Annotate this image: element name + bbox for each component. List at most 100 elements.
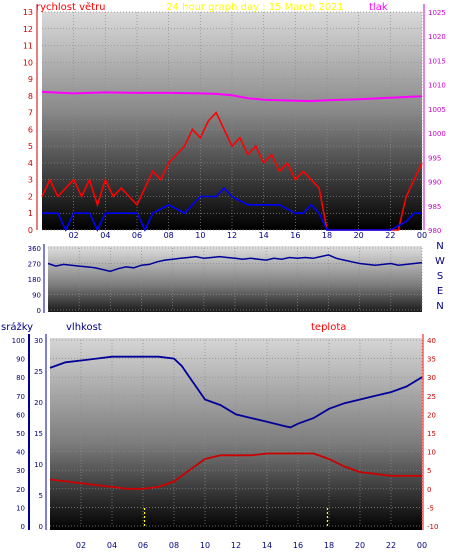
bottom-x-tick-label: 00 <box>417 541 427 550</box>
bottom-x-ticks: 02 04 06 08 10 12 14 16 18 20 22 00 <box>76 541 427 550</box>
top-y-left-tick-label: 6 <box>28 125 33 134</box>
temperature-tick-label: -5 <box>427 504 434 512</box>
top-y-right-tick-label: 1000 <box>428 130 446 138</box>
bottom-humidity-ticks: 0 5 10 15 20 25 30 <box>34 337 43 531</box>
top-y-right-tick-label: 985 <box>428 203 441 211</box>
temperature-line <box>49 452 422 490</box>
bottom-x-tick-label: 04 <box>107 541 117 550</box>
humidity-tick-label: 20 <box>34 399 43 407</box>
humidity-tick-label: 10 <box>34 461 43 469</box>
temperature-tick-label: 40 <box>427 337 436 345</box>
temperature-tick-label: 35 <box>427 356 436 364</box>
top-grid <box>42 11 423 231</box>
temperature-tick-label: 5 <box>427 467 431 475</box>
top-y-left-tick-label: 10 <box>23 58 33 67</box>
rain-tick-label: 30 <box>16 467 25 475</box>
top-x-tick-label: 06 <box>132 231 142 240</box>
humidity-tick-label: 5 <box>39 492 43 500</box>
top-y-right-tick-label: 1010 <box>428 82 446 90</box>
rain-tick-label: 0 <box>21 523 25 531</box>
temperature-tick-label: 15 <box>427 430 436 438</box>
top-y-left-tick-label: 11 <box>23 42 33 51</box>
direction-label: N <box>436 301 443 312</box>
wind-direction-line <box>47 254 423 273</box>
bottom-x-tick-label: 14 <box>262 541 272 550</box>
top-y-left-tick-label: 1 <box>28 209 33 218</box>
bottom-rain-ticks: 0 10 20 30 40 50 60 70 80 90 100 <box>12 337 25 531</box>
top-y-left-tick-label: 13 <box>23 8 33 17</box>
top-y-right-tick-label: 1020 <box>428 33 446 41</box>
temperature-tick-label: 20 <box>427 411 436 419</box>
top-y-left-tick-label: 5 <box>28 142 33 151</box>
direction-label: E <box>437 286 443 297</box>
top-x-tick-label: 00 <box>417 231 427 240</box>
top-x-tick-label: 08 <box>164 231 174 240</box>
top-x-tick-label: 18 <box>322 231 332 240</box>
middle-y-tick-label: 270 <box>28 261 41 269</box>
top-y-right-tick-label: 995 <box>428 154 441 162</box>
humidity-line <box>49 355 423 429</box>
top-y-left-tick-label: 7 <box>28 109 33 118</box>
humidity-tick-label: 30 <box>34 337 43 345</box>
top-y-left-tick-label: 0 <box>28 226 33 235</box>
pressure-label: tlak <box>369 2 388 13</box>
top-x-tick-label: 22 <box>385 231 395 240</box>
bottom-series <box>49 355 423 526</box>
direction-label: W <box>435 256 445 267</box>
bottom-x-tick-label: 06 <box>138 541 148 550</box>
top-x-tick-label: 14 <box>259 231 269 240</box>
humidity-tick-label: 15 <box>34 430 43 438</box>
humidity-tick-label: 0 <box>39 523 43 531</box>
bottom-grid <box>50 339 423 527</box>
wind-average-line <box>42 186 422 232</box>
top-y-left-tick-label: 8 <box>28 92 33 101</box>
humidity-label: vlhkost <box>66 322 102 333</box>
temperature-tick-label: -10 <box>427 523 438 531</box>
chart-title: 24 hour graph day : 15 March 2021 <box>166 2 344 13</box>
temperature-label: teplota <box>311 322 346 333</box>
middle-grid <box>48 247 423 311</box>
temperature-tick-label: 10 <box>427 449 436 457</box>
top-x-tick-label: 04 <box>100 231 110 240</box>
rain-tick-label: 60 <box>16 411 25 419</box>
top-x-tick-label: 20 <box>354 231 364 240</box>
rain-tick-label: 10 <box>16 504 25 512</box>
rain-tick-label: 90 <box>16 356 25 364</box>
middle-y-tick-label: 360 <box>28 245 41 253</box>
rain-tick-label: 50 <box>16 430 25 438</box>
bottom-x-tick-label: 10 <box>200 541 210 550</box>
bottom-x-tick-label: 18 <box>324 541 334 550</box>
wind-speed-label: rychlost větru <box>36 1 106 13</box>
top-series <box>41 90 423 232</box>
humidity-tick-label: 25 <box>34 368 43 376</box>
rain-tick-label: 80 <box>16 374 25 382</box>
top-y-right-tick-label: 980 <box>428 227 441 235</box>
pressure-line <box>41 90 423 103</box>
bottom-x-tick-label: 02 <box>76 541 86 550</box>
rain-tick-label: 20 <box>16 486 25 494</box>
top-y-right-ticks: 980 985 990 995 1000 1005 1010 1015 1020 1025 <box>428 9 446 235</box>
top-y-left-tick-label: 3 <box>28 176 33 185</box>
middle-series <box>47 254 423 273</box>
rain-tick-label: 40 <box>16 449 25 457</box>
temperature-tick-label: 25 <box>427 393 436 401</box>
direction-label: N <box>436 241 443 252</box>
temperature-tick-label: 30 <box>427 374 436 382</box>
top-y-left-tick-label: 2 <box>28 192 33 201</box>
bottom-x-tick-label: 22 <box>386 541 396 550</box>
bottom-x-tick-label: 08 <box>169 541 179 550</box>
top-y-left-tick-label: 9 <box>28 75 33 84</box>
direction-label: S <box>437 271 443 282</box>
top-x-tick-label: 16 <box>290 231 300 240</box>
top-x-tick-label: 10 <box>195 231 205 240</box>
top-y-right-tick-label: 1015 <box>428 57 446 65</box>
top-y-right-tick-label: 1025 <box>428 9 446 17</box>
rain-tick-label: 100 <box>12 337 25 345</box>
bottom-x-tick-label: 16 <box>293 541 303 550</box>
rain-label: srážky <box>1 321 33 333</box>
top-y-right-tick-label: 1005 <box>428 106 446 114</box>
